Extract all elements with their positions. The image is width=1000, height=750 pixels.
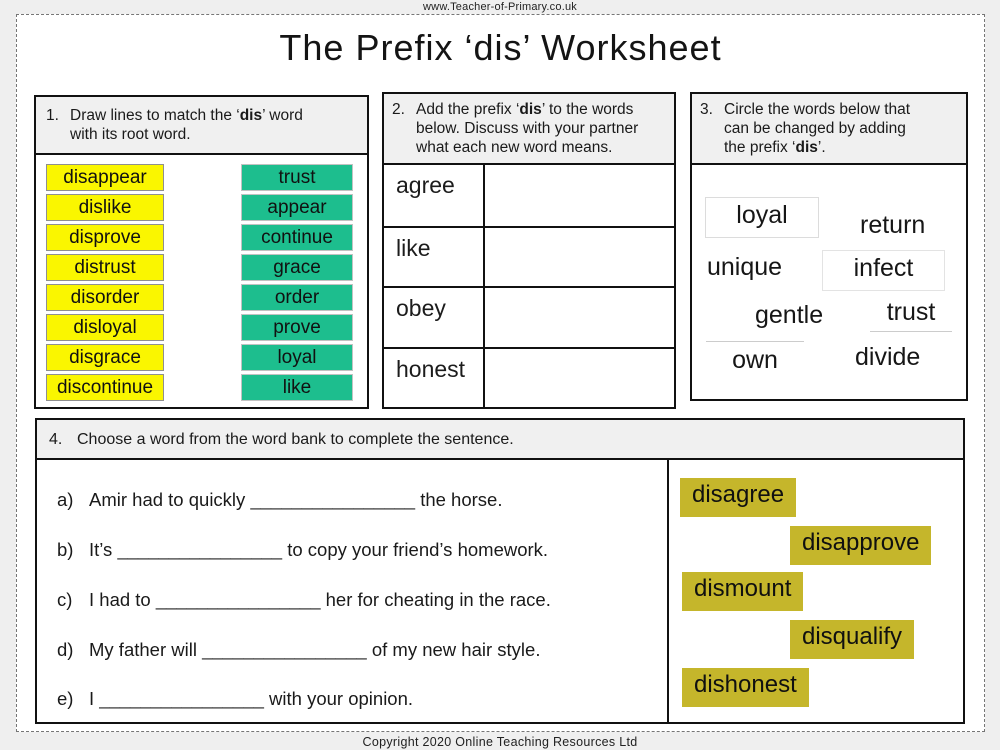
worksheet-sheet: The Prefix ‘dis’ Worksheet 1. Draw lines… <box>16 14 985 732</box>
section-match-words: 1. Draw lines to match the ‘dis’ word wi… <box>34 95 369 409</box>
word-bank-item: disapprove <box>790 526 932 565</box>
sentence-text: the horse. <box>415 489 503 510</box>
circle-word[interactable]: unique <box>707 253 783 281</box>
root-word-card: prove <box>241 314 353 341</box>
page-title: The Prefix ‘dis’ Worksheet <box>279 27 722 68</box>
answer-cell[interactable] <box>485 349 674 408</box>
section4-body: a) Amir had to quickly ________________ t… <box>37 460 963 722</box>
site-url: www.Teacher-of-Primary.co.uk <box>423 1 577 13</box>
sentence: e) I ________________ with your opinion. <box>57 688 413 710</box>
table-row: like <box>384 225 674 287</box>
dis-word-card: disloyal <box>46 314 164 341</box>
sentence-text: with your opinion. <box>263 688 414 709</box>
section-add-prefix: 2. Add the prefix ‘dis’ to the words bel… <box>382 92 676 409</box>
sentence: b) It’s ________________ to copy your fri… <box>57 539 548 561</box>
dis-word-card: disorder <box>46 284 164 311</box>
sentence: d) My father will ________________ of my … <box>57 639 540 661</box>
sentence-text: My father will <box>89 639 203 660</box>
answer-blank[interactable]: ________________ <box>202 639 367 660</box>
root-word-card: like <box>241 374 353 401</box>
word-bank-item: disqualify <box>790 620 915 659</box>
section3-number: 3. <box>700 101 713 118</box>
section2-header: 2. Add the prefix ‘dis’ to the words bel… <box>384 94 674 165</box>
circle-word[interactable]: infect <box>822 250 945 291</box>
root-word-card: trust <box>241 164 353 191</box>
sentence-label: e) <box>57 688 74 709</box>
sentence-label: c) <box>57 589 73 610</box>
sentence-label: b) <box>57 539 74 560</box>
section-circle-words: 3. Circle the words below that can be ch… <box>690 92 968 401</box>
table-row: honest <box>384 346 674 408</box>
answer-blank[interactable]: ________________ <box>250 489 416 510</box>
dis-word-card: disappear <box>46 164 164 191</box>
section4-instruction: Choose a word from the word bank to comp… <box>77 431 514 448</box>
circle-word[interactable]: loyal <box>705 197 819 238</box>
root-word-card: appear <box>241 194 353 221</box>
sentence-label: d) <box>57 639 74 660</box>
dis-word-card: dislike <box>46 194 164 221</box>
word-bank-item: dishonest <box>682 668 809 707</box>
sentence-text: I had to <box>89 589 156 610</box>
answer-cell[interactable] <box>485 228 674 287</box>
word-bank-item: disagree <box>680 478 797 517</box>
sentence-text: I <box>89 688 100 709</box>
circle-word[interactable]: divide <box>855 343 921 371</box>
section1-body: disappear dislike disprove distrust diso… <box>36 155 367 407</box>
table-row: obey <box>384 286 674 347</box>
answer-cell[interactable] <box>485 165 674 226</box>
section3-header: 3. Circle the words below that can be ch… <box>692 94 966 165</box>
sentence-label: a) <box>57 489 74 510</box>
root-word-label: agree <box>384 165 485 226</box>
dis-words-column: disappear dislike disprove distrust diso… <box>46 164 164 407</box>
section1-header: 1. Draw lines to match the ‘dis’ word wi… <box>36 97 367 155</box>
section2-table: agree like obey honest <box>384 165 674 407</box>
answer-blank[interactable]: ________________ <box>117 539 283 560</box>
answer-cell[interactable] <box>485 288 674 347</box>
section3-body: loyal return unique infect gentle trust … <box>692 165 966 399</box>
circle-word[interactable]: gentle <box>755 301 824 329</box>
dis-word-card: discontinue <box>46 374 164 401</box>
section1-number: 1. <box>46 107 59 124</box>
circle-word[interactable]: trust <box>870 298 952 332</box>
section2-number: 2. <box>392 101 405 118</box>
answer-blank[interactable]: ________________ <box>99 688 264 709</box>
section-complete-sentence: 4. Choose a word from the word bank to c… <box>35 418 965 724</box>
circle-word[interactable]: return <box>860 211 926 239</box>
sentence: a) Amir had to quickly ________________ t… <box>57 489 502 511</box>
sentence: c) I had to ________________ her for chea… <box>57 589 551 611</box>
section3-instruction: Circle the words below that can be chang… <box>724 101 911 156</box>
circle-word[interactable]: own <box>706 341 804 375</box>
dis-word-card: disprove <box>46 224 164 251</box>
section2-instruction: Add the prefix ‘dis’ to the words below.… <box>416 101 639 156</box>
word-bank: disagree disapprove dismount disqualify … <box>669 460 963 722</box>
copyright-footer: Copyright 2020 Online Teaching Resources… <box>362 735 638 749</box>
root-word-label: obey <box>384 288 485 347</box>
root-word-card: continue <box>241 224 353 251</box>
root-word-card: loyal <box>241 344 353 371</box>
root-word-label: like <box>384 227 485 286</box>
root-words-column: trust appear continue grace order prove … <box>241 164 353 407</box>
section1-instruction: Draw lines to match the ‘dis’ word with … <box>70 107 303 143</box>
sentence-text: to copy your friend’s homework. <box>282 539 549 560</box>
section4-number: 4. <box>49 431 63 448</box>
dis-word-card: disgrace <box>46 344 164 371</box>
sentence-text: Amir had to quickly <box>89 489 251 510</box>
root-word-card: grace <box>241 254 353 281</box>
root-word-label: honest <box>384 348 485 407</box>
sentence-text: It’s <box>89 539 118 560</box>
answer-blank[interactable]: ________________ <box>155 589 321 610</box>
table-row: agree <box>384 165 674 226</box>
section4-header: 4. Choose a word from the word bank to c… <box>37 420 963 460</box>
dis-word-card: distrust <box>46 254 164 281</box>
sentence-list: a) Amir had to quickly ________________ t… <box>37 460 669 722</box>
root-word-card: order <box>241 284 353 311</box>
sentence-text: of my new hair style. <box>366 639 541 660</box>
sentence-text: her for cheating in the race. <box>320 589 551 610</box>
word-bank-item: dismount <box>682 572 804 611</box>
